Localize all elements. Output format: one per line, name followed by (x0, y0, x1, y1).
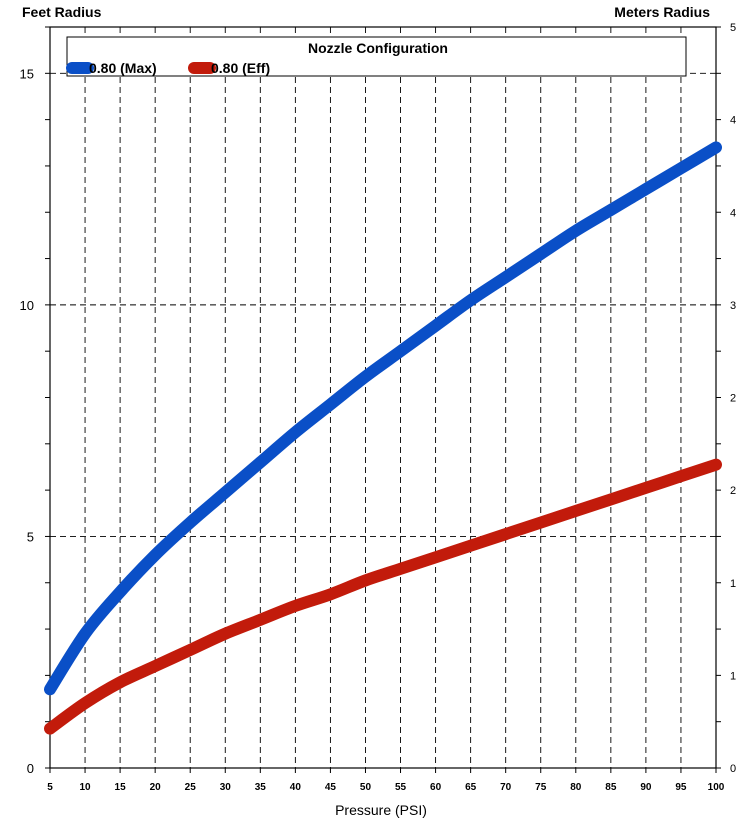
x-tick-label: 60 (430, 782, 442, 793)
series-lines (44, 141, 722, 735)
y-tick-label-right: 2 (730, 485, 736, 497)
y-axis-label-right: Meters Radius (614, 4, 710, 20)
series-line-1 (44, 458, 722, 735)
grid-lines (50, 27, 716, 768)
y-tick-label-right: 2 (730, 393, 736, 405)
y-tick-label-right: 1 (730, 670, 736, 682)
y-tick-label-right: 5 (730, 22, 736, 34)
y-tick-label-left: 15 (20, 66, 34, 81)
x-tick-label: 20 (150, 782, 162, 793)
x-tick-label: 35 (255, 782, 267, 793)
x-tick-label: 100 (708, 782, 725, 793)
legend-box (66, 36, 687, 77)
y-tick-label-left: 10 (20, 298, 34, 313)
legend: Nozzle Configuration 0.80 (Max) 0.80 (Ef… (66, 36, 687, 77)
y-tick-label-left: 5 (27, 529, 34, 544)
x-tick-label: 30 (220, 782, 232, 793)
y-tick-label-left: 0 (27, 761, 34, 776)
x-tick-label: 90 (640, 782, 652, 793)
y-tick-label-right: 4 (730, 115, 736, 127)
x-tick-label: 45 (325, 782, 337, 793)
x-tick-label: 15 (115, 782, 127, 793)
x-tick-label: 40 (290, 782, 302, 793)
x-axis-label: Pressure (PSI) (335, 802, 427, 818)
legend-title: Nozzle Configuration (308, 40, 448, 56)
y-tick-label-right: 1 (730, 578, 736, 590)
y-tick-label-right: 4 (730, 207, 736, 219)
x-tick-label: 70 (500, 782, 512, 793)
x-tick-label: 65 (465, 782, 477, 793)
x-tick-label: 80 (570, 782, 582, 793)
legend-entry-eff: 0.80 (Eff) (211, 60, 270, 76)
x-tick-label: 85 (605, 782, 617, 793)
y-tick-label-right: 0 (730, 763, 736, 775)
plot-area (49, 26, 717, 769)
x-tick-label: 10 (79, 782, 91, 793)
axis-ticks: 5 10 15 20 25 30 35 40 45 50 55 60 65 70 75 80 85 90 95 100… (20, 22, 737, 793)
y-tick-label-right: 3 (730, 300, 736, 312)
x-tick-label: 55 (395, 782, 407, 793)
x-tick-label: 25 (185, 782, 197, 793)
y-axis-label-left: Feet Radius (22, 4, 102, 20)
x-tick-label: 50 (360, 782, 372, 793)
series-line-0 (44, 141, 722, 696)
x-tick-label: 95 (675, 782, 687, 793)
x-tick-label: 75 (535, 782, 547, 793)
legend-entry-max: 0.80 (Max) (89, 60, 157, 76)
x-tick-label: 5 (47, 782, 53, 793)
